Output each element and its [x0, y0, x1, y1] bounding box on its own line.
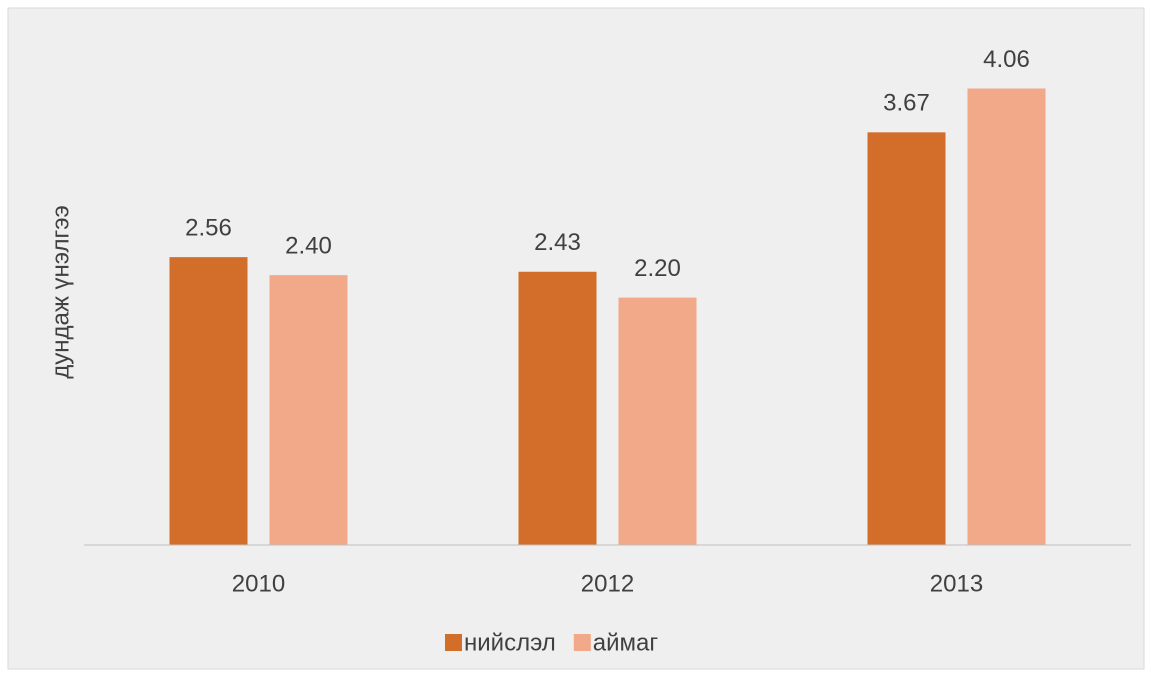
data-label: 3.67	[883, 90, 930, 117]
bar	[518, 271, 597, 545]
x-tick-label: 2013	[930, 570, 983, 597]
legend-label: аймаг	[593, 629, 659, 656]
bar	[618, 297, 697, 545]
bar	[269, 275, 348, 545]
data-label: 2.20	[634, 255, 681, 282]
data-label: 2.43	[534, 229, 581, 256]
legend-label: нийслэл	[464, 629, 556, 656]
data-label: 2.40	[285, 232, 332, 259]
bar	[867, 132, 946, 545]
data-label: 4.06	[983, 46, 1030, 73]
bar	[169, 257, 248, 545]
bar	[967, 88, 1046, 545]
legend-swatch	[445, 634, 462, 651]
legend-swatch	[573, 634, 591, 651]
x-tick-label: 2010	[232, 570, 285, 597]
data-label: 2.56	[185, 214, 232, 241]
x-tick-label: 2012	[581, 570, 634, 597]
y-axis-label: дундаж үнэлгээ	[47, 205, 74, 379]
